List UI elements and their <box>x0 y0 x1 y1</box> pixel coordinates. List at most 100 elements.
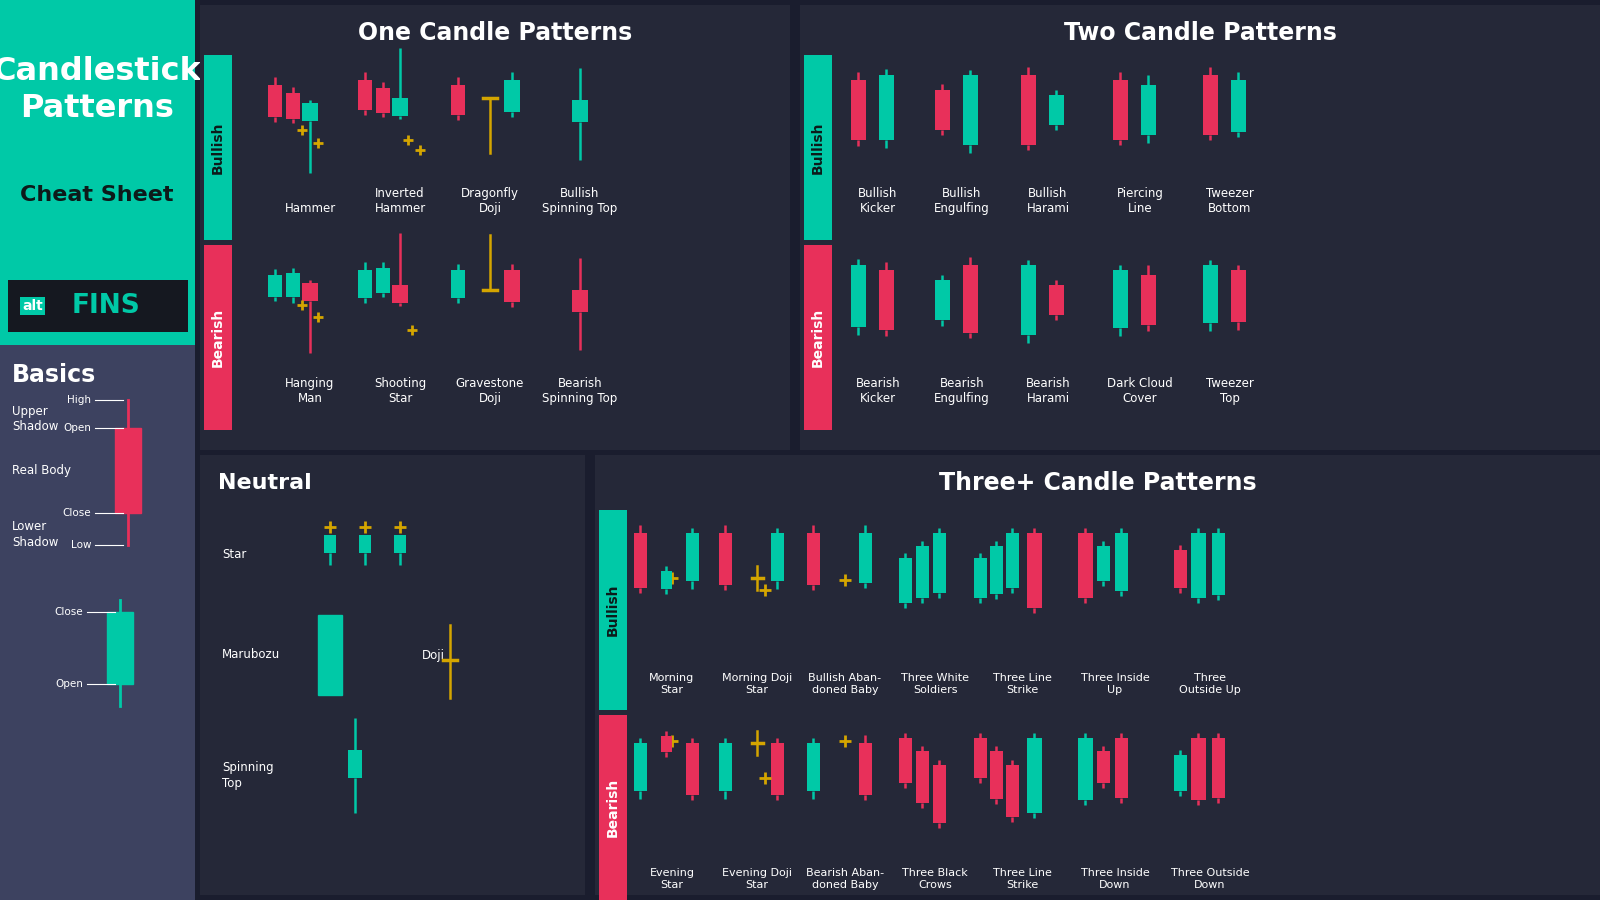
Bar <box>573 100 589 122</box>
Text: Bullish
Harami: Bullish Harami <box>1027 187 1069 215</box>
Bar <box>933 533 946 593</box>
Text: Evening Doji
Star: Evening Doji Star <box>722 868 792 890</box>
Bar <box>504 270 520 302</box>
Bar <box>1048 285 1064 315</box>
Text: Bearish
Spinning Top: Bearish Spinning Top <box>542 377 618 405</box>
Bar <box>851 80 866 140</box>
Bar <box>1021 265 1035 335</box>
Text: Piercing
Line: Piercing Line <box>1117 187 1163 215</box>
Bar <box>934 90 949 130</box>
Text: Three Inside
Up: Three Inside Up <box>1080 673 1149 695</box>
Bar <box>269 275 282 297</box>
Text: Three Black
Crows: Three Black Crows <box>902 868 968 890</box>
Bar <box>200 5 790 450</box>
Bar <box>205 55 232 240</box>
Bar <box>318 615 342 695</box>
Bar <box>805 245 832 430</box>
Bar <box>1141 85 1155 135</box>
Bar <box>685 533 699 581</box>
Bar <box>771 533 784 581</box>
Text: Bearish Aban-
doned Baby: Bearish Aban- doned Baby <box>806 868 885 890</box>
Bar <box>963 75 978 145</box>
Bar <box>286 93 301 119</box>
Bar <box>286 273 301 297</box>
Bar <box>107 612 133 684</box>
Bar <box>718 743 731 791</box>
Bar <box>933 765 946 823</box>
Bar <box>1077 533 1093 598</box>
Bar <box>8 280 189 332</box>
Text: Bullish
Kicker: Bullish Kicker <box>858 187 898 215</box>
Bar <box>859 743 872 795</box>
Bar <box>504 80 520 112</box>
Bar <box>392 285 408 303</box>
Bar <box>323 535 336 553</box>
Bar <box>1230 80 1245 132</box>
Text: Shooting
Star: Shooting Star <box>374 377 426 405</box>
Bar <box>451 270 466 298</box>
Bar <box>661 571 672 589</box>
Text: Evening
Star: Evening Star <box>650 868 694 890</box>
Bar <box>269 85 282 117</box>
Text: Bullish Aban-
doned Baby: Bullish Aban- doned Baby <box>808 673 882 695</box>
Text: Three+ Candle Patterns: Three+ Candle Patterns <box>939 471 1256 495</box>
Bar <box>1203 265 1218 323</box>
Bar <box>1141 275 1155 325</box>
Text: Star: Star <box>222 548 246 562</box>
Text: Spinning
Top: Spinning Top <box>222 760 274 789</box>
Text: Cheat Sheet: Cheat Sheet <box>21 185 174 205</box>
Text: Tweezer
Top: Tweezer Top <box>1206 377 1254 405</box>
Text: Three
Outside Up: Three Outside Up <box>1179 673 1242 695</box>
Bar <box>451 85 466 115</box>
Bar <box>899 738 912 783</box>
Text: Open: Open <box>54 679 83 689</box>
Bar <box>1190 738 1205 800</box>
Bar <box>800 5 1600 450</box>
Text: Morning
Star: Morning Star <box>650 673 694 695</box>
Text: Bearish: Bearish <box>606 778 621 837</box>
Text: Bearish: Bearish <box>811 308 826 367</box>
Bar <box>394 535 406 553</box>
Text: Close: Close <box>54 607 83 617</box>
Bar <box>805 55 832 240</box>
Bar <box>595 455 1600 895</box>
Bar <box>878 75 893 140</box>
Bar <box>989 546 1003 594</box>
Bar <box>1077 738 1093 800</box>
Bar <box>573 290 589 312</box>
Bar <box>915 751 928 803</box>
Text: Morning Doji
Star: Morning Doji Star <box>722 673 792 695</box>
Text: Bullish: Bullish <box>606 584 621 636</box>
Text: Bearish
Kicker: Bearish Kicker <box>856 377 901 405</box>
Text: Lower
Shadow: Lower Shadow <box>13 519 58 548</box>
Text: Three Outside
Down: Three Outside Down <box>1171 868 1250 890</box>
Bar <box>806 533 819 585</box>
Text: Two Candle Patterns: Two Candle Patterns <box>1064 21 1336 45</box>
Bar <box>634 743 646 791</box>
Text: Bullish
Engulfing: Bullish Engulfing <box>934 187 990 215</box>
Bar <box>358 270 371 298</box>
Bar <box>1005 765 1019 817</box>
Bar <box>1173 755 1187 791</box>
Text: Hanging
Man: Hanging Man <box>285 377 334 405</box>
Text: alt: alt <box>22 299 43 313</box>
Text: Close: Close <box>62 508 91 518</box>
Text: Marubozu: Marubozu <box>222 649 280 662</box>
Text: Bullish: Bullish <box>811 122 826 174</box>
Bar <box>851 265 866 327</box>
Bar <box>115 428 141 513</box>
Bar <box>634 533 646 588</box>
Bar <box>973 738 987 778</box>
Bar <box>1230 270 1245 322</box>
Bar <box>1115 738 1128 798</box>
Text: Dragonfly
Doji: Dragonfly Doji <box>461 187 518 215</box>
Text: Bullish: Bullish <box>211 122 226 174</box>
Bar <box>1005 533 1019 588</box>
Bar <box>1211 738 1224 798</box>
Bar <box>718 533 731 585</box>
Bar <box>806 743 819 791</box>
Bar <box>0 0 195 900</box>
Text: One Candle Patterns: One Candle Patterns <box>358 21 632 45</box>
Text: Gravestone
Doji: Gravestone Doji <box>456 377 525 405</box>
Text: Three Line
Strike: Three Line Strike <box>992 868 1051 890</box>
